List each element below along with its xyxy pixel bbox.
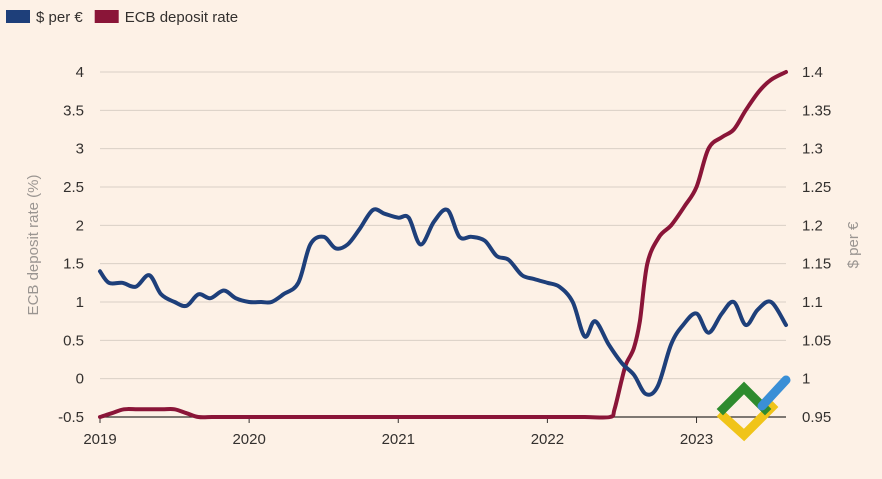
series-lines bbox=[98, 70, 788, 420]
right-tick-label: 1.2 bbox=[802, 217, 823, 234]
x-tick-label: 2020 bbox=[232, 431, 265, 448]
left-tick-label: 3 bbox=[76, 141, 84, 158]
left-axis-ticks: -0.5 0 0.5 1 1.5 2 2.5 3 3.5 4 bbox=[58, 64, 84, 426]
gridlines bbox=[100, 71, 786, 418]
left-axis-title: ECB deposit rate (%) bbox=[25, 175, 42, 316]
left-tick-label: 0 bbox=[76, 371, 84, 388]
right-tick-label: 1.3 bbox=[802, 141, 823, 158]
right-tick-label: 1.4 bbox=[802, 64, 823, 81]
legend-swatch-0 bbox=[6, 10, 30, 23]
right-axis-title: $ per € bbox=[845, 221, 862, 268]
right-tick-label: 1.35 bbox=[802, 102, 831, 119]
legend-label-1: ECB deposit rate bbox=[125, 9, 238, 26]
left-tick-label: 3.5 bbox=[63, 102, 84, 119]
x-axis-ticks: 2019 2020 2021 2022 2023 bbox=[83, 417, 713, 448]
left-tick-label: 2 bbox=[76, 217, 84, 234]
series-line-usd-per-eur bbox=[98, 207, 788, 397]
right-axis-ticks: 0.95 1 1.05 1.1 1.15 1.2 1.25 1.3 1.35 1.4 bbox=[802, 64, 831, 426]
left-tick-label: 1 bbox=[76, 294, 84, 311]
legend-label-0: $ per € bbox=[36, 9, 83, 26]
left-tick-label: 2.5 bbox=[63, 179, 84, 196]
right-tick-label: 1.15 bbox=[802, 256, 831, 273]
logo-watermark bbox=[716, 375, 791, 442]
left-tick-label: 0.5 bbox=[63, 332, 84, 349]
legend-swatch-1 bbox=[94, 10, 119, 23]
x-tick-label: 2021 bbox=[382, 431, 415, 448]
left-tick-label: 1.5 bbox=[63, 256, 84, 273]
right-tick-label: 1 bbox=[802, 371, 810, 388]
right-tick-label: 1.05 bbox=[802, 332, 831, 349]
series-line-ecb-deposit-rate bbox=[98, 70, 788, 420]
right-tick-label: 1.1 bbox=[802, 294, 823, 311]
right-tick-label: 0.95 bbox=[802, 409, 831, 426]
left-tick-label: 4 bbox=[76, 64, 84, 81]
x-tick-label: 2023 bbox=[680, 431, 713, 448]
left-tick-label: -0.5 bbox=[58, 409, 84, 426]
x-tick-label: 2019 bbox=[83, 431, 116, 448]
legend: $ per € ECB deposit rate bbox=[6, 9, 238, 26]
right-tick-label: 1.25 bbox=[802, 179, 831, 196]
x-tick-label: 2022 bbox=[531, 431, 564, 448]
